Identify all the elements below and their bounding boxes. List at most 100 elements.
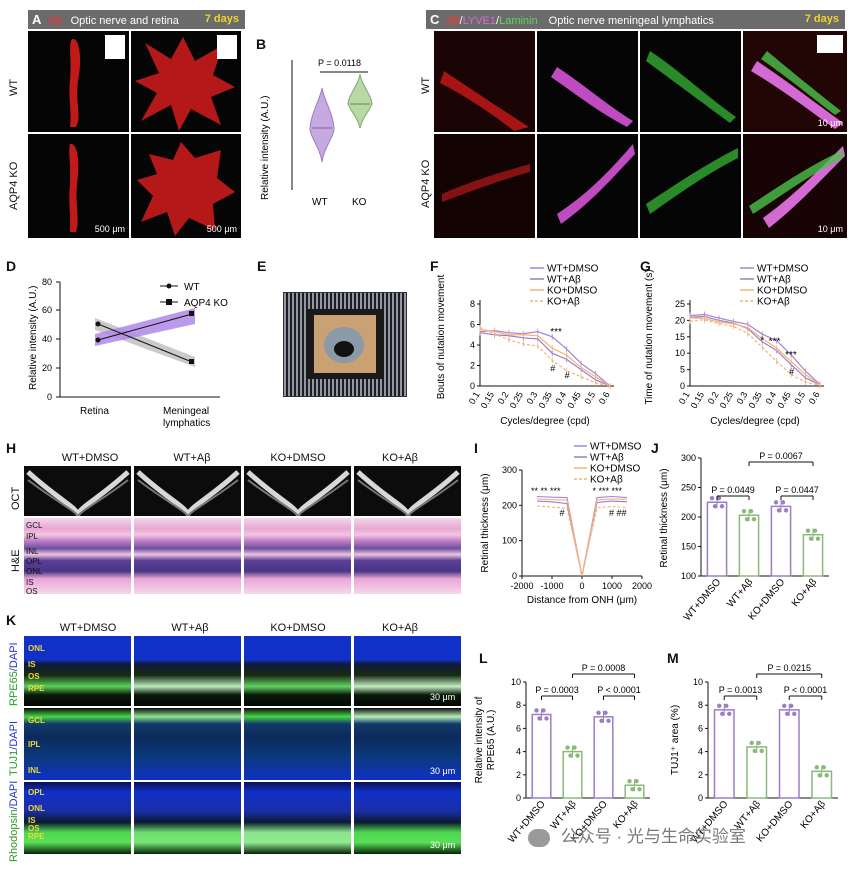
optic-nerve-image — [69, 144, 79, 232]
layer-is: IS — [26, 578, 34, 587]
y-axis-label: Bouts of nutation movement — [436, 275, 447, 400]
layer-onl: ONL — [26, 567, 43, 576]
panel-a-days: 7 days — [204, 13, 239, 25]
k-label-rpe65: RPE65 — [8, 671, 20, 706]
ytick-label: 4 — [698, 747, 703, 757]
panel-d-x2a: Meningeal — [163, 406, 209, 417]
series-line-0 — [689, 313, 821, 385]
bar-1 — [562, 750, 583, 799]
heRow-tile-2 — [134, 518, 241, 594]
sig-marker: # — [550, 363, 555, 373]
scale-bar-c2: 10 μm — [817, 224, 843, 234]
pvalue-1-label: P = 0.0449 — [711, 485, 755, 495]
optomotor-apparatus-image — [284, 293, 406, 396]
ytick-label: 8 — [470, 299, 475, 309]
ytick-label: 0 — [512, 571, 517, 581]
kRow2-tile-2 — [134, 708, 241, 780]
sig-marker: *** — [785, 350, 797, 361]
watermark: 公众号 · 光与生命实验室 — [528, 822, 746, 847]
kRow3-tile-2 — [134, 782, 241, 854]
octRow-tile-4 — [354, 466, 461, 516]
data-point — [814, 765, 819, 770]
data-point — [637, 787, 642, 792]
panel-b-cat-ko: KO — [352, 197, 367, 208]
legend-label: KO+Aβ — [547, 297, 580, 308]
data-point — [716, 496, 722, 501]
octRow-tile-2 — [134, 466, 241, 516]
xtick-label: 2000 — [632, 581, 652, 591]
kRow2-tile-4 — [354, 708, 461, 780]
data-point — [748, 509, 754, 514]
series-line-1 — [479, 332, 611, 387]
bar-2 — [593, 716, 614, 799]
k-scale-3: 30 μm — [430, 840, 456, 850]
sig-marker: * *** *** — [593, 486, 623, 496]
pvalue-2-label: P = 0.0447 — [775, 485, 819, 495]
micro-c-2 — [537, 31, 638, 132]
micro-c-7 — [640, 134, 741, 238]
data-point — [821, 765, 826, 770]
panel-k-letter: K — [6, 612, 17, 628]
data-point — [783, 508, 789, 513]
legend-label: KO+Aβ — [757, 297, 790, 308]
panel-c-letter: C — [430, 12, 440, 27]
panel-d-x2b: lymphatics — [163, 418, 210, 429]
panel-c-slash-2: / — [496, 15, 500, 27]
d-line-ko — [97, 313, 193, 341]
k-scale-2: 30 μm — [430, 766, 456, 776]
pvalue-2-label: P < 0.0001 — [597, 685, 641, 695]
data-point — [817, 773, 822, 778]
panel-k-col-3: KO+DMSO — [270, 622, 326, 634]
xtick-label: 0.15 — [689, 390, 706, 410]
y-axis-label: Retinal thickness (μm) — [659, 468, 670, 567]
data-point — [751, 517, 757, 522]
legend-label: KO+Aβ — [590, 475, 623, 486]
xtick-label: 0.6 — [807, 390, 822, 406]
series-line-2 — [536, 498, 628, 577]
y-axis-label: TUJ1⁺ area (%) — [670, 705, 681, 775]
violin-wt — [309, 87, 335, 163]
xtick-label: KO+Aβ — [799, 799, 829, 831]
panel-k-row3-label: Rhodopsin/DAPI — [8, 781, 20, 862]
panel-l-letter: L — [479, 650, 488, 666]
y-axis-label: Relative intensity of — [474, 696, 485, 783]
bar-2 — [770, 505, 792, 577]
panel-a-letter: A — [32, 12, 42, 27]
k-label-tuj1: TUJ1 — [8, 749, 20, 776]
panel-k-row1-label: RPE65/DAPI — [8, 642, 20, 706]
xtick-label: -2000 — [510, 581, 533, 591]
d-ytick-label: 40 — [42, 334, 52, 344]
xtick-label: 1000 — [602, 581, 622, 591]
ytick-label: 100 — [502, 536, 517, 546]
x-axis-label: Distance from ONH (μm) — [527, 595, 637, 606]
legend-label: WT+Aβ — [547, 275, 581, 286]
micro-c-1 — [434, 31, 535, 132]
panel-a: A Aβ Optic nerve and retina 7 days WT AQ… — [0, 0, 245, 245]
legend-label: WT+Aβ — [590, 453, 624, 464]
series-line-2 — [689, 317, 821, 386]
panel-c-header: C Aβ/LYVE1/Laminin Optic nerve meningeal… — [426, 10, 845, 29]
panel-h-letter: H — [6, 440, 17, 456]
panel-h-col-3: KO+DMSO — [270, 452, 326, 464]
y-axis-label: RPE65 (A.U.) — [486, 710, 497, 771]
kRow3-tile-1 — [24, 782, 131, 854]
watermark-text: 公众号 · 光与生命实验室 — [560, 827, 746, 846]
data-point — [627, 779, 632, 784]
ytick-label: 15 — [675, 332, 685, 342]
d-ytick-label: 20 — [42, 363, 52, 373]
octRow-tile-1 — [24, 466, 131, 516]
data-point — [596, 710, 601, 715]
series-line-0 — [479, 330, 611, 387]
panel-h-row-he: H&E — [10, 549, 22, 572]
data-point — [815, 536, 821, 541]
kRow2-tile-1 — [24, 708, 131, 780]
heRow-tile-1 — [24, 518, 131, 594]
ytick-label: 4 — [470, 340, 475, 350]
data-point — [537, 716, 542, 721]
k3-onl: ONL — [28, 804, 45, 813]
data-point — [544, 716, 549, 721]
panel-k-col-1: WT+DMSO — [59, 622, 117, 634]
